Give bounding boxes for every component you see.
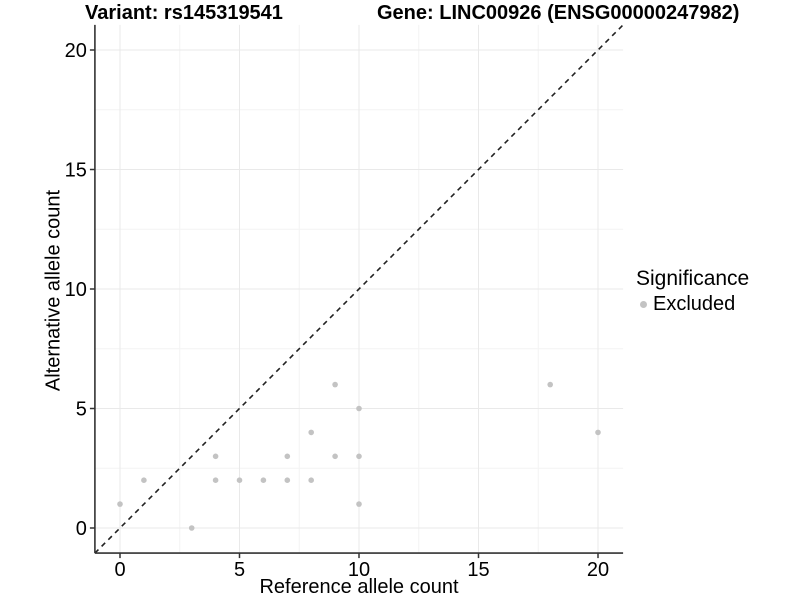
data-point [260, 477, 267, 484]
x-tick-label: 20 [587, 559, 609, 581]
data-point [284, 453, 291, 460]
data-point [236, 477, 243, 484]
data-point [332, 453, 338, 460]
data-point [332, 381, 338, 388]
x-axis-title: Reference allele count [259, 576, 459, 598]
data-point [356, 453, 362, 460]
plot-title-gene: Gene: LINC00926 (ENSG00000247982) [377, 2, 740, 24]
data-point [212, 477, 219, 484]
x-tick-label: 0 [114, 559, 125, 581]
y-tick-label: 10 [65, 279, 87, 301]
data-point [188, 525, 195, 531]
y-tick-label: 20 [65, 40, 87, 62]
plot-title-variant: Variant: rs145319541 [85, 2, 283, 24]
data-point [284, 477, 291, 484]
data-point [356, 501, 362, 507]
data-point [356, 405, 362, 412]
identity-dashed-line [94, 24, 624, 554]
data-point [212, 453, 219, 460]
y-axis-title: Alternative allele count [42, 189, 65, 392]
legend-title: Significance [636, 267, 750, 290]
legend-item-excluded: Excluded [636, 292, 749, 316]
data-point [141, 477, 147, 484]
legend: Significance Excluded [636, 266, 749, 316]
legend-point-icon [640, 300, 647, 308]
data-point [117, 501, 123, 507]
x-tick-label: 10 [348, 559, 370, 581]
y-tick-label: 0 [76, 518, 87, 540]
x-tick-label: 5 [234, 559, 245, 581]
data-point [308, 477, 315, 484]
y-tick-label: 5 [76, 399, 87, 421]
data-point [308, 429, 315, 436]
data-point [595, 429, 601, 436]
legend-item-label: Excluded [653, 293, 736, 315]
x-tick-label: 15 [467, 559, 489, 581]
y-tick-label: 15 [65, 160, 87, 182]
data-point [547, 381, 553, 388]
